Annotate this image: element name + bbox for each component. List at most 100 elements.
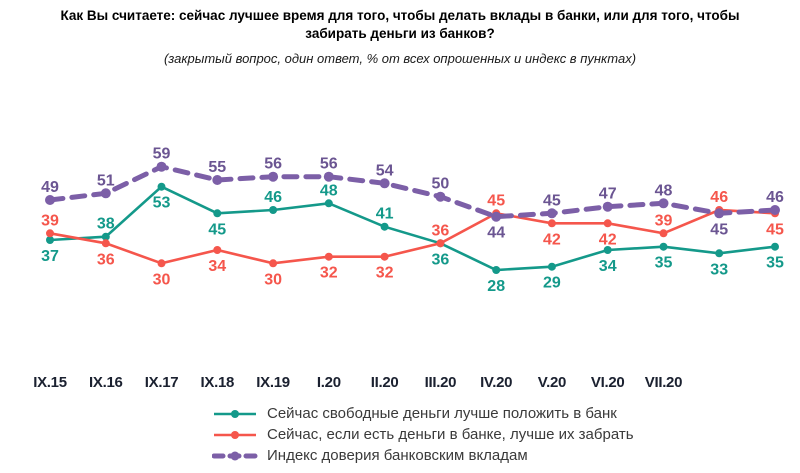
series-index-value-labels: 49 51 59 55 56 56 54 50 44 45 47 48 45 46 [41, 146, 784, 242]
data-point [213, 209, 222, 218]
value-label: 30 [153, 271, 171, 288]
value-label: 41 [376, 206, 394, 223]
data-point [212, 175, 223, 185]
x-axis-label: IX.17 [144, 374, 179, 391]
value-label: 42 [599, 231, 617, 248]
legend-label-index: Индекс доверия банковским вкладам [267, 447, 528, 464]
value-label: 39 [655, 212, 673, 229]
value-label: 46 [710, 189, 728, 206]
value-label: 56 [320, 156, 338, 173]
data-point [380, 222, 389, 231]
series-index-line [45, 161, 780, 222]
teal-line-marker-icon [212, 407, 258, 421]
data-point [45, 195, 55, 205]
value-label: 35 [766, 255, 784, 272]
data-point [659, 242, 668, 251]
x-axis-labels: IX.15 IX.16 IX.17 IX.18 IX.19 I.20 II.20 III.20… [0, 374, 800, 396]
data-point [323, 171, 334, 182]
x-axis-label: IX.16 [89, 374, 123, 391]
value-label: 36 [432, 251, 450, 268]
data-point [603, 219, 612, 228]
data-point [658, 198, 669, 209]
data-point [547, 262, 556, 271]
chart-title: Как Вы считаете: сейчас лучшее время для… [60, 8, 740, 41]
data-point [602, 201, 613, 212]
data-point [715, 249, 724, 258]
data-point [547, 219, 556, 228]
value-label: 36 [97, 251, 115, 268]
data-point [435, 191, 446, 202]
x-axis-label: V.20 [537, 374, 567, 391]
data-point [101, 232, 110, 241]
value-label: 30 [264, 271, 282, 288]
legend: Сейчас свободные деньги лучше положить в… [211, 403, 634, 466]
red-line-marker-icon [212, 428, 258, 442]
line-chart: 37 38 53 45 46 48 41 36 28 29 34 35 33 35 39 36 30 34 30 32… [41, 146, 784, 295]
series-deposit-value-labels: 37 38 53 45 46 48 41 36 28 29 34 35 33 35 [41, 182, 784, 295]
x-axis-label: IX.18 [200, 374, 235, 391]
value-label: 59 [153, 146, 171, 163]
value-label: 53 [153, 195, 171, 212]
legend-item-deposit: Сейчас свободные деньги лучше положить в… [212, 403, 634, 424]
value-label: 44 [487, 225, 505, 242]
legend-label-deposit: Сейчас свободные деньги лучше положить в… [267, 405, 617, 422]
data-point [546, 208, 557, 219]
value-label: 38 [97, 216, 115, 233]
value-label: 48 [320, 182, 338, 199]
value-label: 49 [41, 179, 59, 196]
data-point [771, 242, 779, 251]
value-label: 35 [655, 255, 673, 272]
value-label: 45 [208, 221, 226, 238]
x-axis-label: VII.20 [644, 374, 683, 391]
value-label: 42 [543, 231, 561, 248]
legend-item-index: Индекс доверия банковским вкладам [211, 445, 634, 466]
value-label: 45 [766, 221, 784, 238]
data-point [269, 206, 278, 214]
value-label: 37 [41, 248, 59, 265]
data-point [157, 259, 166, 268]
data-point [46, 229, 54, 238]
data-point [46, 236, 54, 244]
value-label: 45 [487, 192, 505, 209]
data-point [156, 161, 167, 172]
value-label: 32 [376, 265, 394, 282]
x-axis-label: IX.15 [33, 374, 67, 391]
value-label: 29 [543, 275, 561, 292]
data-point [324, 199, 333, 208]
data-point [380, 252, 389, 261]
value-label: 46 [766, 189, 784, 206]
data-point [324, 252, 333, 261]
value-label: 48 [655, 182, 673, 199]
data-point [603, 246, 612, 254]
value-label: 39 [41, 212, 59, 229]
value-label: 28 [487, 278, 505, 295]
x-axis-label: IV.20 [480, 374, 513, 391]
value-label: 50 [432, 176, 450, 193]
data-point [101, 239, 110, 248]
x-axis-label: I.20 [316, 374, 341, 391]
data-point [436, 239, 445, 248]
value-label: 45 [543, 192, 561, 209]
value-label: 32 [320, 265, 338, 282]
data-point [659, 229, 668, 238]
data-point [714, 208, 725, 219]
data-point [379, 178, 390, 189]
data-point [492, 266, 501, 274]
x-axis-label: VI.20 [590, 374, 625, 391]
value-label: 55 [208, 159, 226, 176]
value-label: 36 [432, 222, 450, 239]
data-point [269, 259, 278, 268]
series-withdraw-value-labels: 39 36 30 34 30 32 32 36 45 42 42 39 46 45 [41, 189, 784, 288]
x-axis-label: IX.19 [256, 374, 290, 391]
value-label: 34 [208, 258, 226, 275]
data-point [157, 182, 166, 191]
value-label: 34 [599, 258, 617, 275]
value-label: 46 [264, 189, 282, 206]
data-point [491, 211, 502, 222]
value-label: 54 [376, 162, 394, 179]
data-point [213, 246, 222, 254]
legend-item-withdraw: Сейчас, если есть деньги в банке, лучше … [212, 424, 634, 445]
x-axis-label: III.20 [424, 374, 457, 391]
data-point [268, 171, 279, 182]
